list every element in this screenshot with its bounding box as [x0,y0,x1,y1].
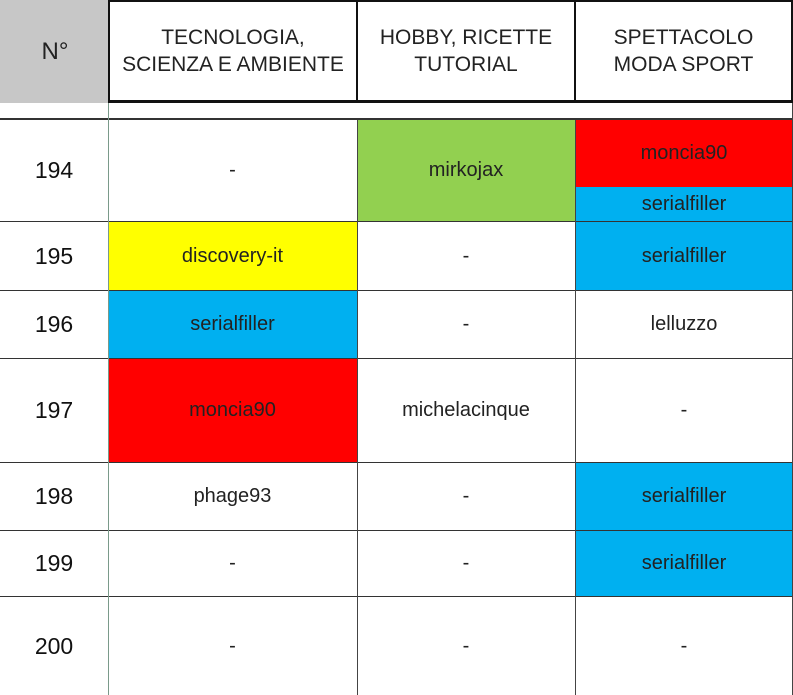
cell-hobby: mirkojax [357,120,575,221]
cell-tech: discovery-it [108,222,357,290]
column-divider [575,120,576,695]
row-number: 195 [34,242,74,269]
row-number: 197 [34,397,74,423]
cell-show: - [680,399,688,421]
cell-show: serialfiller [575,463,793,530]
row-border [0,596,793,597]
cell-tech: - [229,552,236,574]
cell-tech: - [229,634,236,657]
cell-show: serialfiller [575,222,793,290]
header-hobby-label: HOBBY, RICETTE TUTORIAL [379,26,553,76]
column-divider [108,103,109,695]
row-border [0,221,793,222]
row-number: 198 [34,483,74,509]
cell-show-top: moncia90 [575,120,793,187]
row-border [0,530,793,531]
cell-show: lelluzzo [650,313,718,335]
header-tech: TECNOLOGIA, SCIENZA E AMBIENTE [108,0,358,103]
header-hobby: HOBBY, RICETTE TUTORIAL [356,0,576,103]
cell-tech: phage93 [193,485,272,507]
cell-hobby: - [462,552,470,574]
header-tech-label: TECNOLOGIA, SCIENZA E AMBIENTE [122,26,344,76]
cell-hobby: - [462,634,470,657]
cell-show: - [680,634,688,657]
row-border [0,290,793,291]
header-number: N° [0,0,110,103]
header-show-label: SPETTACOLO MODA SPORT [613,26,754,76]
row-number: 200 [34,632,74,659]
row-number: 199 [34,550,74,576]
header-show: SPETTACOLO MODA SPORT [574,0,793,103]
cell-hobby: - [462,244,470,267]
row-number: 196 [34,311,74,337]
row-border [0,358,793,359]
header-number-label: N° [41,38,69,65]
cell-hobby: - [462,485,470,507]
cell-hobby: michelacinque [402,399,530,421]
row-border [0,462,793,463]
cell-show: serialfiller [575,531,793,596]
cell-tech: - [229,159,236,181]
column-divider [357,120,358,695]
cell-tech: moncia90 [108,359,357,462]
cell-show-bottom: serialfiller [575,187,793,221]
cell-tech: serialfiller [108,291,357,358]
row-number: 194 [34,157,74,183]
header-separator [0,118,793,120]
cell-hobby: - [462,313,470,335]
